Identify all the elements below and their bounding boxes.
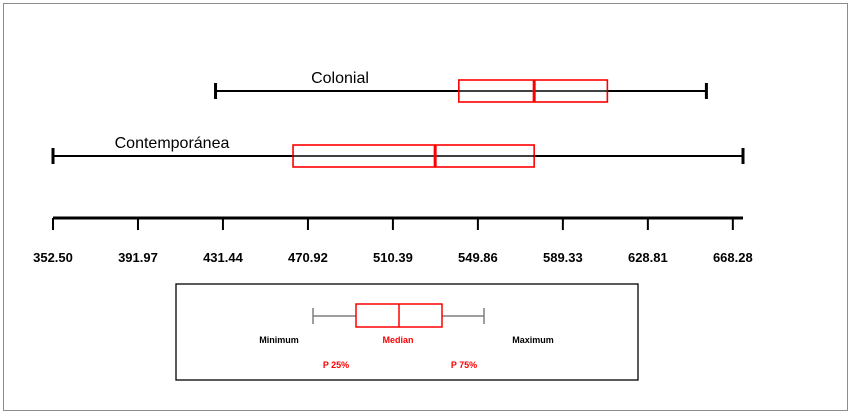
series-label: Contemporánea (115, 135, 230, 152)
series-contemporanea: Contemporánea (51, 135, 745, 168)
x-tick-label: 589.33 (543, 250, 583, 265)
x-tick-label: 431.44 (203, 250, 244, 265)
series-label: Colonial (311, 70, 369, 87)
x-tick-label: 549.86 (458, 250, 498, 265)
x-tick-label: 391.97 (118, 250, 158, 265)
x-tick-label: 628.81 (628, 250, 668, 265)
legend-frame (175, 283, 639, 381)
x-tick-label: 470.92 (288, 250, 328, 265)
legend-maximum-label: Maximum (512, 335, 554, 345)
legend-median-label: Median (382, 335, 413, 345)
series-layer: Colonial Contemporánea (51, 70, 745, 168)
x-tick-label: 352.50 (33, 250, 73, 265)
series-colonial: Colonial (214, 70, 708, 103)
x-tick-label: 668.28 (713, 250, 753, 265)
legend-minimum-label: Minimum (259, 335, 299, 345)
x-tick-label: 510.39 (373, 250, 413, 265)
legend-p25-label: P 25% (323, 360, 349, 370)
legend: Minimum Median Maximum P 25% P 75% (175, 283, 639, 381)
legend-p75-label: P 75% (451, 360, 477, 370)
x-axis: 352.50 391.97 431.44 470.92 510.39 549.86 589.… (33, 216, 753, 265)
